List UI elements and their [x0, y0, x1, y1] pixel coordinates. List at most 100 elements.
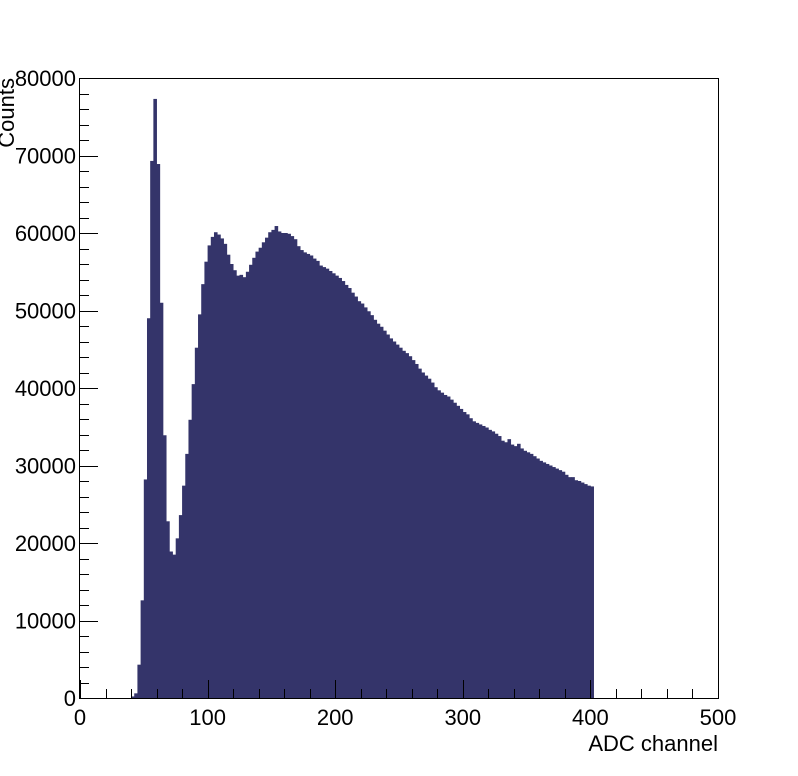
histogram-bar [421, 372, 425, 698]
histogram-bar [383, 330, 387, 698]
histogram-bar [564, 474, 569, 698]
histogram-bar [561, 471, 566, 698]
histogram-bar [580, 482, 585, 698]
x-tick-label: 200 [317, 705, 354, 730]
histogram-bar [207, 245, 212, 698]
histogram-bar [539, 460, 543, 698]
histogram-bar [153, 98, 157, 699]
histogram-bar [277, 231, 282, 698]
histogram-bar [242, 277, 247, 698]
histogram-bar [300, 250, 304, 699]
histogram-bar [162, 435, 167, 698]
histogram-bar [268, 232, 272, 699]
histogram-bar [520, 448, 524, 698]
histogram-bar [459, 408, 464, 698]
x-tick-label: 100 [189, 705, 226, 730]
histogram-bar [424, 375, 429, 698]
histogram-bar [258, 247, 263, 699]
histogram-bar [389, 338, 394, 698]
histogram-bar [532, 456, 537, 698]
histogram-bar [226, 254, 231, 698]
histogram-bar [274, 226, 279, 698]
histogram-bar [344, 284, 349, 698]
histogram-bar [319, 265, 323, 698]
histogram-bar [488, 429, 492, 698]
histogram-bar [303, 252, 307, 699]
histogram-bar [379, 326, 384, 698]
histogram-bar [140, 600, 145, 698]
histogram-bar [261, 242, 266, 699]
histogram-bar [456, 405, 461, 698]
histogram-bar [347, 288, 352, 698]
histogram-bar [284, 233, 288, 698]
histogram-bar [363, 307, 368, 698]
histogram-bar [328, 270, 333, 698]
histogram-bar [510, 444, 515, 698]
x-tick-label: 500 [700, 705, 737, 730]
histogram-bar [137, 664, 142, 698]
histogram-bar [223, 243, 228, 698]
histogram-bar [453, 402, 457, 698]
x-axis-title: ADC channel [588, 731, 718, 756]
histogram-bar [475, 422, 480, 699]
histogram-bar [309, 255, 314, 699]
histogram-bar [325, 268, 330, 698]
histogram-bar [249, 264, 253, 698]
histogram-bar [245, 271, 250, 698]
histogram-bar [255, 251, 260, 698]
histogram-bar [252, 257, 256, 698]
histogram-bar [574, 480, 579, 698]
histogram-bar [440, 392, 445, 698]
y-tick-label: 0 [64, 686, 76, 711]
histogram-bar [175, 538, 180, 698]
histogram-bar [287, 233, 291, 698]
histogram-bar [446, 396, 451, 698]
histogram-bar [166, 521, 170, 698]
histogram-bar [395, 344, 400, 698]
histogram-bar [504, 442, 508, 698]
histogram-bar [185, 453, 189, 699]
histogram-bar [587, 485, 591, 698]
histogram-bar [418, 368, 422, 699]
histogram-bar [143, 479, 148, 698]
histogram-bar [188, 419, 193, 698]
y-tick-label: 10000 [15, 609, 76, 634]
histogram-bar [434, 387, 438, 698]
histogram-bar [529, 453, 534, 699]
histogram-bar [204, 261, 208, 698]
histogram-bar [408, 356, 413, 698]
histogram-bar [210, 236, 215, 699]
histogram-bar [360, 303, 365, 698]
histogram-bar [296, 246, 301, 698]
histogram-bar [548, 465, 553, 698]
histogram-bar [351, 292, 355, 698]
histogram-bar [472, 421, 476, 698]
histogram-bar [220, 238, 224, 698]
histogram-bar [376, 323, 381, 698]
histogram-bar [131, 696, 135, 698]
histogram-bar [399, 347, 403, 698]
histogram-bar [577, 481, 582, 698]
y-axis-tick-labels: 0 10000 20000 30000 40000 50000 60000 70000 8000… [15, 66, 76, 711]
histogram-bar [558, 470, 563, 698]
histogram-bar [590, 486, 594, 698]
histogram-bar [217, 234, 221, 699]
histogram-bar [501, 440, 505, 698]
histogram-bar [523, 450, 527, 698]
histogram-bar [386, 334, 390, 698]
histogram-bar [146, 318, 151, 698]
y-tick-label: 30000 [15, 454, 76, 479]
histogram-bar [233, 270, 237, 698]
histogram-bar [571, 477, 575, 699]
histogram-bar [182, 485, 186, 698]
histogram-bar [322, 267, 327, 698]
histogram-bar [478, 424, 483, 698]
histogram-bar [341, 281, 346, 698]
histogram-bar [357, 301, 362, 698]
histogram-bar [201, 284, 205, 698]
histogram-bar [427, 378, 432, 698]
histogram-bar [239, 274, 244, 698]
histogram-bar [172, 554, 177, 699]
histogram-bar [178, 515, 183, 698]
